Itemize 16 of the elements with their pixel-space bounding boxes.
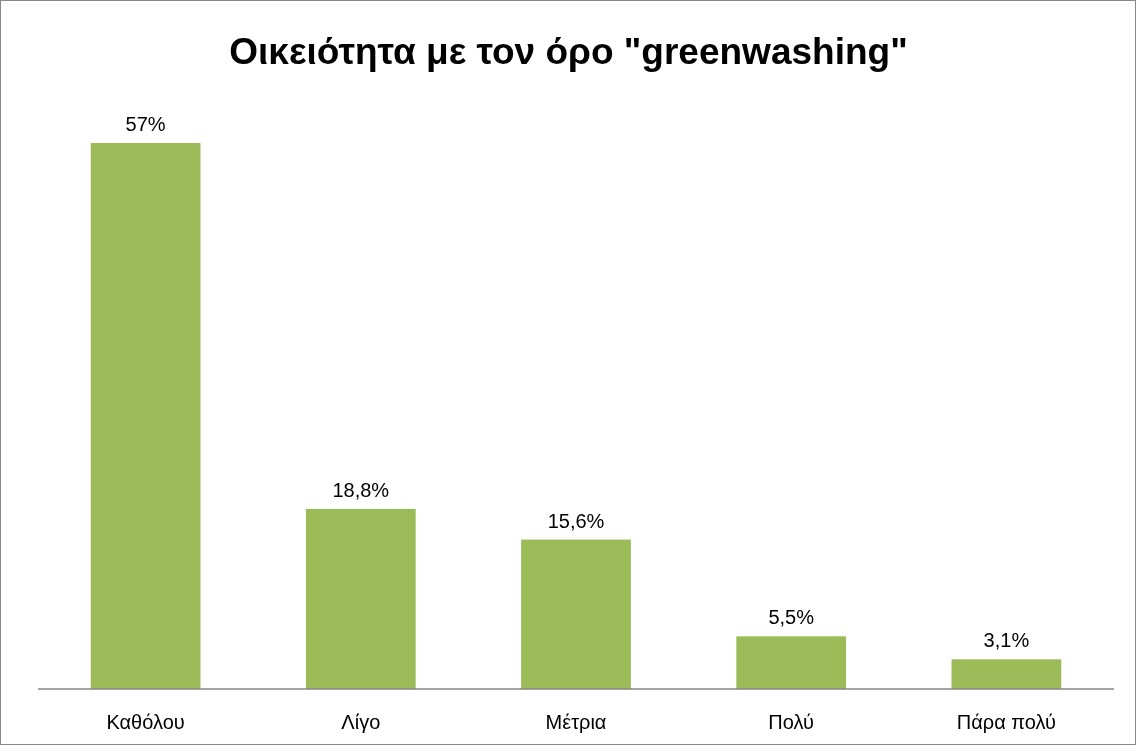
data-label: 5,5%	[768, 606, 815, 629]
data-label: 57%	[125, 113, 166, 135]
bar	[90, 143, 201, 689]
x-tick-label: Πολύ	[768, 711, 815, 733]
data-label: 3,1%	[983, 629, 1030, 652]
x-tick-label: Λίγο	[341, 711, 381, 733]
bar	[951, 659, 1062, 689]
bar	[521, 539, 631, 689]
bar	[305, 508, 416, 689]
x-tick-label: Πάρα πολύ	[956, 711, 1057, 733]
data-label: 18,8%	[332, 478, 390, 501]
bar	[736, 636, 847, 689]
x-tick-label: Μέτρια	[545, 711, 607, 733]
chart-title: Οικειότητα με τον όρο "greenwashing"	[229, 31, 908, 72]
x-tick-label: Καθόλου	[106, 711, 185, 733]
data-label: 15,6%	[547, 509, 605, 532]
